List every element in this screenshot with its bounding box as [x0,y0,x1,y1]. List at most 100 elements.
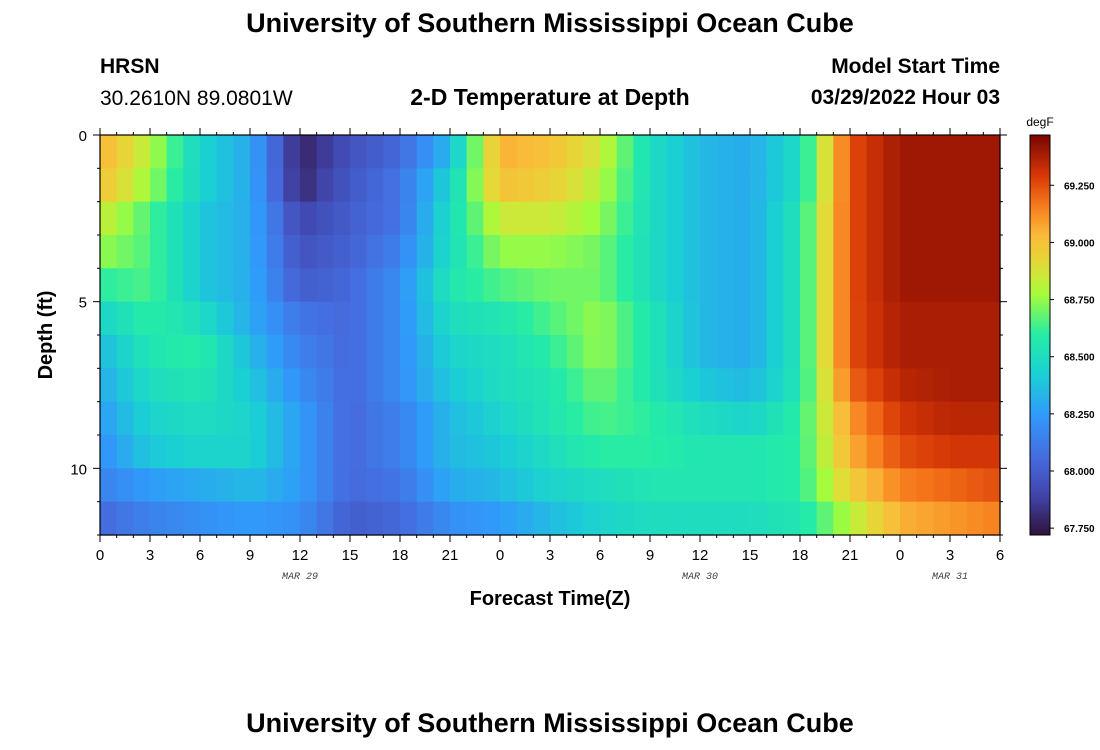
heatmap-cell [866,135,884,169]
heatmap-cell [716,135,734,169]
heatmap-cell [716,368,734,403]
heatmap-cell [433,301,451,336]
heatmap-cell [283,135,301,169]
x-tick-label: 18 [792,547,809,564]
heatmap-cell [566,168,584,203]
heatmap-cell [750,435,768,469]
heatmap-cell [683,468,701,503]
heatmap-cell [500,468,518,503]
heatmap-cell [683,135,701,169]
heatmap-cell [450,301,468,336]
heatmap-cell [450,501,468,536]
heatmap-cell [550,468,568,503]
heatmap-cell [983,135,1001,169]
station-coordinates: 30.2610N 89.0801W [100,87,293,110]
heatmap-cell [850,168,868,203]
heatmap-cell [816,468,834,503]
heatmap-cell [733,368,751,403]
heatmap-cell [333,501,351,536]
heatmap-cell [566,201,584,236]
heatmap-cell [333,301,351,336]
heatmap-cell [716,501,734,536]
heatmap-cell [716,301,734,336]
heatmap-cell [233,201,251,236]
heatmap-cell [300,335,318,369]
heatmap-cell [250,168,268,203]
heatmap-cell [183,468,201,503]
heatmap-cell [416,435,434,469]
colorbar-tick-label: 68.000 [1064,467,1095,478]
heatmap-cell [100,368,118,403]
heatmap-cell [933,435,951,469]
heatmap-cell [450,201,468,236]
heatmap-cell [166,335,184,369]
heatmap-cell [300,235,318,269]
heatmap-cell [616,201,634,236]
heatmap-cell [183,235,201,269]
heatmap-cell [750,268,768,303]
heatmap-cell [833,268,851,303]
heatmap-cell [166,368,184,403]
heatmap-cell [300,268,318,303]
heatmap-cell [250,201,268,236]
heatmap-cell [400,168,418,203]
heatmap-cell [966,168,984,203]
heatmap-cell [533,268,551,303]
heatmap-cell [133,135,151,169]
heatmap-cell [916,401,934,436]
heatmap-cell [550,401,568,436]
heatmap-cell [333,201,351,236]
heatmap-cell [600,235,618,269]
x-date-label: MAR 30 [682,572,718,583]
heatmap-cell [833,201,851,236]
heatmap-cell [666,168,684,203]
heatmap-cell [916,468,934,503]
heatmap-cell [766,201,784,236]
heatmap-cell [783,201,801,236]
colorbar-tick-label: 69.000 [1064,238,1095,249]
heatmap-cell [233,235,251,269]
heatmap-cell [516,468,534,503]
heatmap-cell [216,201,234,236]
heatmap-cell [850,501,868,536]
heatmap-cell [283,468,301,503]
heatmap-cell [216,168,234,203]
heatmap-cell [200,168,218,203]
x-axis: 0 3 6 9 12 15 18 21 0 3 6 9 12 15 18 21 0 3 6 MAR 29 MAR 30 M… [96,128,1004,583]
heatmap-cell [950,135,968,169]
heatmap-cell [583,435,601,469]
heatmap-cell [100,335,118,369]
heatmap-cell [583,301,601,336]
heatmap-cell [833,368,851,403]
heatmap-cell [533,435,551,469]
page-title: University of Southern Mississippi Ocean… [246,8,854,38]
heatmap-cell [583,401,601,436]
heatmap-cell [716,201,734,236]
heatmap-cell [633,401,651,436]
heatmap-cell [983,168,1001,203]
heatmap-cell [166,201,184,236]
heatmap-cell [500,201,518,236]
heatmap-cell [616,501,634,536]
heatmap-cell [766,468,784,503]
heatmap-cell [950,268,968,303]
heatmap-cell [516,335,534,369]
model-start-value: 03/29/2022 Hour 03 [810,86,1000,109]
heatmap-cell [483,501,501,536]
heatmap-cell [316,135,334,169]
heatmap-cell [383,201,401,236]
heatmap-cell [200,235,218,269]
heatmap-cell [616,235,634,269]
heatmap-cell [850,368,868,403]
heatmap-cell [466,401,484,436]
heatmap-cell [983,401,1001,436]
heatmap-cell [533,468,551,503]
heatmap-cell [800,368,818,403]
heatmap-cell [766,401,784,436]
heatmap-cell [383,335,401,369]
heatmap-cell [250,235,268,269]
x-tick-label: 3 [146,547,154,564]
heatmap-cell [966,335,984,369]
heatmap-cell [283,235,301,269]
heatmap-cell [133,335,151,369]
